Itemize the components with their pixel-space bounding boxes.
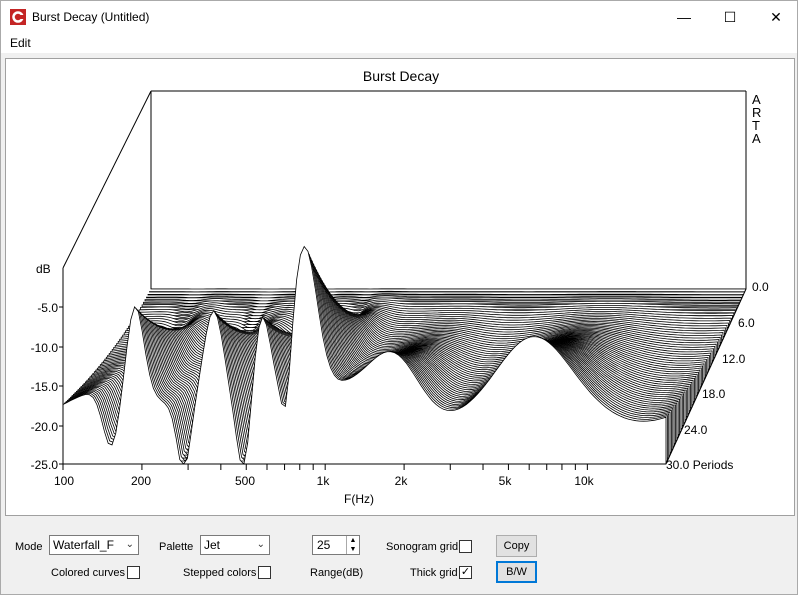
y-tick-label: -20.0 bbox=[31, 420, 59, 434]
stepped-colors-checkbox[interactable] bbox=[258, 566, 271, 579]
x-tick-label: 1k bbox=[317, 474, 331, 488]
colored-curves-label: Colored curves bbox=[51, 567, 125, 579]
menu-bar: Edit bbox=[1, 33, 797, 53]
copy-button[interactable]: Copy bbox=[496, 535, 537, 557]
range-label: Range(dB) bbox=[310, 567, 364, 579]
arta-app-icon bbox=[10, 9, 26, 25]
watermark-letter-t: T bbox=[752, 118, 760, 133]
title-bar[interactable]: Burst Decay (Untitled) — ☐ ✕ bbox=[1, 1, 797, 33]
close-button[interactable]: ✕ bbox=[753, 1, 798, 33]
waterfall-slice-curve bbox=[147, 293, 744, 296]
z-tick-label: 18.0 bbox=[702, 387, 726, 401]
x-tick-label: 500 bbox=[235, 474, 255, 488]
sonogram-grid-checkbox[interactable] bbox=[459, 540, 472, 553]
minimize-icon: — bbox=[677, 9, 691, 25]
z-tick-label: 12.0 bbox=[722, 352, 746, 366]
chevron-down-icon: ⌄ bbox=[256, 539, 265, 550]
waterfall-chart: A R T A dB -5.0 -10.0 -15.0 -20.0 -25.0 … bbox=[31, 90, 769, 506]
db-unit-label: dB bbox=[36, 262, 51, 276]
bw-button[interactable]: B/W bbox=[496, 561, 537, 583]
waterfall-slice-curve bbox=[62, 245, 667, 465]
colored-curves-checkbox[interactable] bbox=[127, 566, 140, 579]
x-tick-label: 200 bbox=[131, 474, 151, 488]
y-tick-label: -5.0 bbox=[37, 301, 58, 315]
y-tick-label: -25.0 bbox=[31, 458, 59, 472]
close-icon: ✕ bbox=[770, 9, 782, 25]
stepped-colors-label: Stepped colors bbox=[183, 567, 257, 579]
watermark-letter-r: R bbox=[752, 105, 761, 120]
range-spinbox[interactable]: 25 ▲ ▼ bbox=[312, 535, 360, 555]
range-value: 25 bbox=[317, 538, 331, 552]
waterfall-slice-curve bbox=[149, 290, 746, 293]
mode-select[interactable]: Waterfall_F ⌄ bbox=[49, 535, 139, 555]
palette-label: Palette bbox=[159, 541, 194, 553]
menu-edit[interactable]: Edit bbox=[10, 36, 31, 50]
z-tick-label: 24.0 bbox=[684, 423, 708, 437]
x-axis-label: F(Hz) bbox=[344, 492, 374, 506]
window-title: Burst Decay (Untitled) bbox=[32, 10, 150, 24]
mode-value: Waterfall_F bbox=[53, 538, 114, 552]
watermark-letter-a2: A bbox=[752, 131, 761, 146]
z-tick-label: 0.0 bbox=[752, 280, 769, 294]
z-tick-label: 6.0 bbox=[738, 316, 755, 330]
plot-title: Burst Decay bbox=[362, 68, 440, 84]
x-tick-label: 10k bbox=[574, 474, 594, 488]
maximize-button[interactable]: ☐ bbox=[707, 1, 753, 33]
spin-down-icon[interactable]: ▼ bbox=[346, 545, 359, 554]
palette-value: Jet bbox=[204, 538, 221, 552]
waterfall-slice-curve bbox=[146, 295, 743, 299]
depth-axis-line-left bbox=[62, 90, 152, 269]
controls-panel: Mode Waterfall_F ⌄ Palette Jet ⌄ 25 ▲ ▼ … bbox=[1, 521, 797, 595]
chevron-down-icon: ⌄ bbox=[125, 539, 134, 550]
depth-axis-line-right bbox=[665, 288, 747, 465]
mode-label: Mode bbox=[15, 541, 43, 553]
minimize-button[interactable]: — bbox=[661, 1, 707, 33]
x-tick-label: 100 bbox=[54, 474, 74, 488]
waterfall-plot-area[interactable]: Burst Decay A R T A dB -5.0 -10.0 -15.0 … bbox=[5, 58, 795, 516]
waterfall-slice-curve bbox=[143, 299, 740, 305]
y-tick-label: -15.0 bbox=[31, 380, 59, 394]
watermark-letter-a1: A bbox=[752, 92, 761, 107]
z-tick-label: 30.0 Periods bbox=[666, 458, 733, 472]
checkmark-icon: ✓ bbox=[460, 566, 471, 578]
x-tick-label: 5k bbox=[499, 474, 513, 488]
x-tick-label: 2k bbox=[395, 474, 409, 488]
waterfall-slice-curve bbox=[144, 297, 742, 302]
thick-grid-label: Thick grid bbox=[410, 567, 458, 579]
sonogram-grid-label: Sonogram grid bbox=[386, 541, 459, 553]
thick-grid-checkbox[interactable]: ✓ bbox=[459, 566, 472, 579]
maximize-icon: ☐ bbox=[723, 9, 737, 25]
palette-select[interactable]: Jet ⌄ bbox=[200, 535, 270, 555]
y-tick-label: -10.0 bbox=[31, 341, 59, 355]
spin-up-icon[interactable]: ▲ bbox=[346, 536, 359, 545]
